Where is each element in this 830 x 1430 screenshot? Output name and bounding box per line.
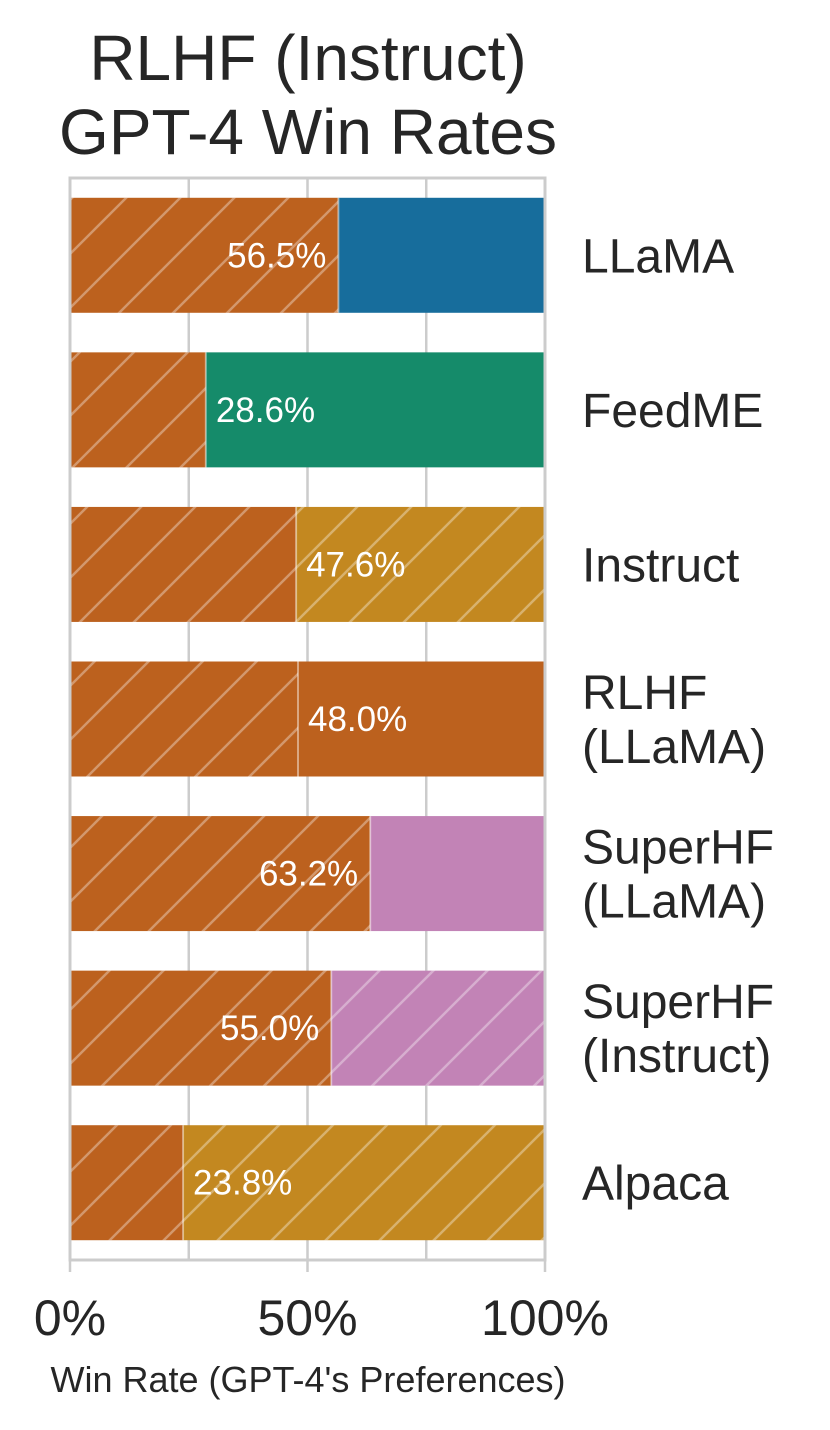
category-label: Instruct — [582, 539, 739, 592]
x-tick-label: 0% — [34, 1290, 106, 1346]
data-labels: 56.5% 28.6% 47.6% 48.0% 63.2% 55.0% 23.8% — [193, 236, 407, 1202]
bar-comparison — [338, 197, 545, 313]
bar-comparison — [298, 661, 545, 777]
category-label: (Instruct) — [582, 1030, 771, 1083]
bar-comparison — [370, 816, 545, 932]
bar-reference-hatch — [70, 506, 297, 622]
bar-comparison — [205, 352, 545, 468]
bar-reference-hatch — [70, 970, 332, 1086]
category-label: (LLaMA) — [582, 721, 766, 774]
bar-reference-hatch — [70, 197, 339, 313]
bar-reference-hatch — [70, 816, 371, 932]
bar-reference-hatch — [70, 352, 206, 468]
category-labels: LLaMAFeedMEInstructRLHF(LLaMA)SuperHF(LL… — [582, 230, 774, 1210]
category-label: SuperHF — [582, 822, 774, 875]
x-tick-label: 50% — [257, 1290, 357, 1346]
category-label: (LLaMA) — [582, 876, 766, 929]
data-label: 28.6% — [216, 391, 315, 430]
data-label: 47.6% — [306, 545, 405, 584]
category-label: Alpaca — [582, 1158, 729, 1211]
x-tick-label: 100% — [481, 1290, 609, 1346]
chart-title-line: GPT-4 Win Rates — [59, 96, 557, 168]
category-label: FeedME — [582, 385, 763, 438]
bar-comparison-hatch — [331, 970, 545, 1086]
bar-comparison-hatch — [296, 506, 545, 622]
chart-title: RLHF (Instruct)GPT-4 Win Rates — [59, 22, 557, 168]
data-label: 48.0% — [308, 700, 407, 739]
x-axis-ticks: 0% 50% 100% — [34, 1260, 609, 1346]
data-label: 55.0% — [220, 1009, 319, 1048]
category-label: SuperHF — [582, 976, 774, 1029]
bars — [70, 197, 545, 1241]
data-label: 56.5% — [227, 236, 326, 275]
category-label: LLaMA — [582, 230, 734, 283]
chart-title-line: RLHF (Instruct) — [89, 22, 526, 94]
bar-comparison-hatch — [183, 1125, 545, 1241]
data-label: 23.8% — [193, 1164, 292, 1203]
category-label: RLHF — [582, 667, 707, 720]
x-axis-label: Win Rate (GPT-4's Preferences) — [50, 1359, 565, 1400]
bar-reference-hatch — [70, 661, 298, 777]
data-label: 63.2% — [259, 855, 358, 894]
bar-reference-hatch — [70, 1125, 184, 1241]
